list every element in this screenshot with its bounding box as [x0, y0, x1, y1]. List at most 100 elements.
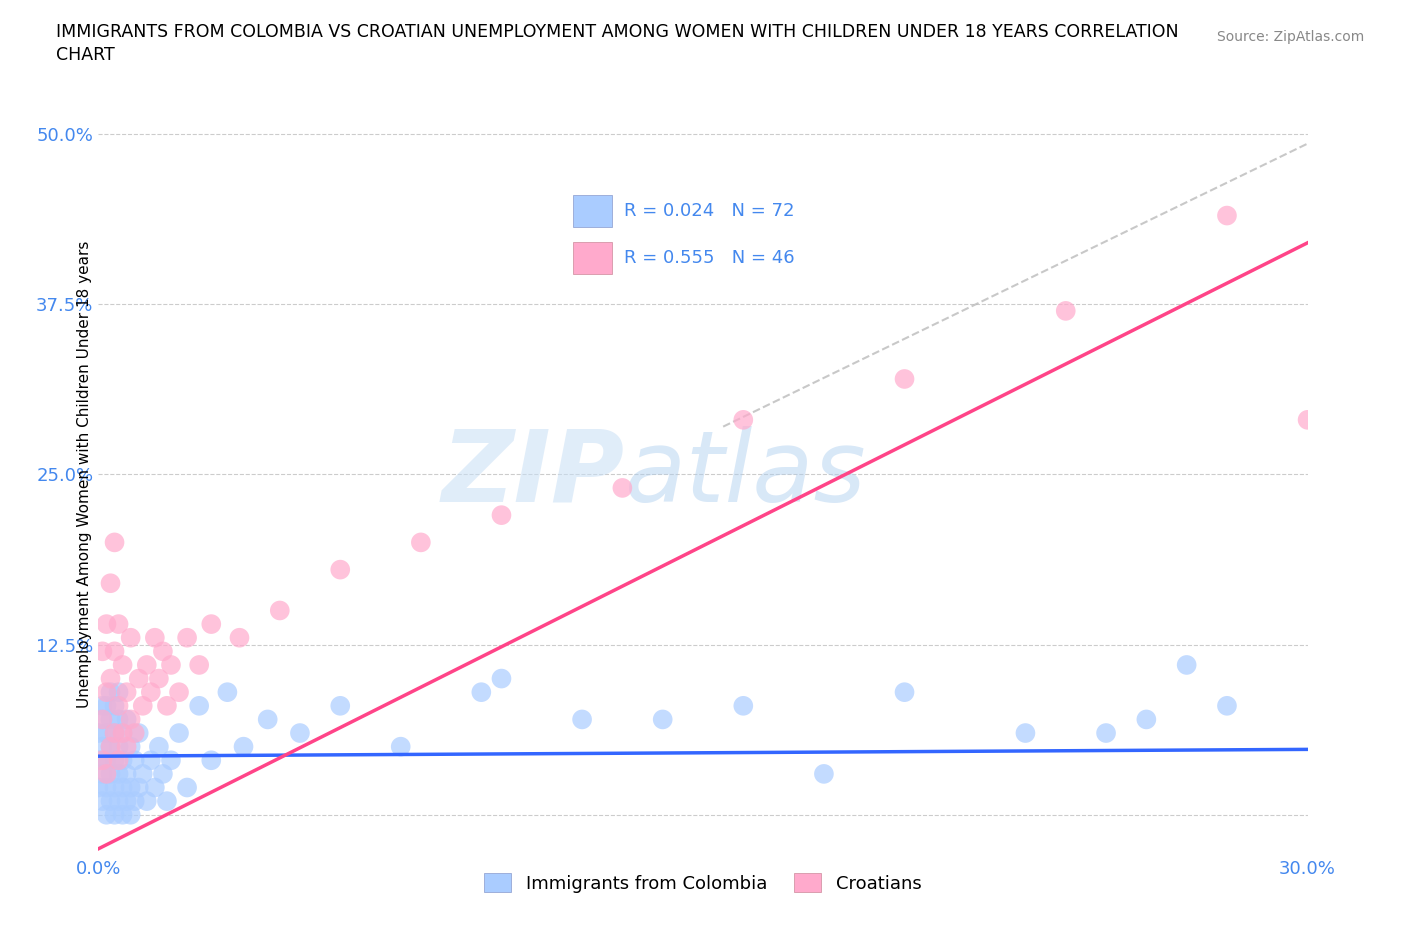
- Point: [256, 712, 278, 727]
- Point: [232, 739, 254, 754]
- Point: [107, 793, 129, 808]
- Point: [107, 766, 129, 781]
- Point: [103, 780, 125, 795]
- Point: [156, 793, 179, 808]
- Point: [100, 739, 122, 754]
- Point: [107, 712, 129, 727]
- Point: [91, 793, 114, 808]
- Point: [111, 658, 134, 672]
- Point: [135, 658, 157, 672]
- Text: IMMIGRANTS FROM COLOMBIA VS CROATIAN UNEMPLOYMENT AMONG WOMEN WITH CHILDREN UNDE: IMMIGRANTS FROM COLOMBIA VS CROATIAN UNE…: [56, 23, 1178, 41]
- Point: [124, 793, 146, 808]
- Text: CHART: CHART: [56, 46, 115, 64]
- Point: [200, 753, 222, 768]
- Point: [1095, 725, 1118, 740]
- Point: [409, 535, 432, 550]
- Point: [139, 753, 162, 768]
- Point: [96, 684, 118, 699]
- Point: [115, 766, 138, 781]
- Point: [91, 739, 114, 754]
- Point: [128, 671, 150, 686]
- Point: [120, 807, 142, 822]
- Point: [135, 793, 157, 808]
- Point: [91, 698, 114, 713]
- Point: [103, 644, 125, 658]
- Point: [100, 576, 122, 591]
- Point: [91, 766, 114, 781]
- Point: [91, 712, 114, 727]
- Point: [100, 793, 122, 808]
- Point: [167, 684, 190, 699]
- Point: [111, 780, 134, 795]
- Point: [651, 712, 673, 727]
- Point: [103, 807, 125, 822]
- Point: [87, 753, 110, 768]
- Point: [132, 698, 155, 713]
- Point: [893, 371, 915, 387]
- Point: [288, 725, 311, 740]
- Point: [470, 684, 492, 699]
- Point: [733, 412, 755, 427]
- Point: [96, 617, 118, 631]
- Point: [100, 684, 122, 699]
- Point: [733, 698, 755, 713]
- Point: [200, 617, 222, 631]
- Point: [152, 766, 174, 781]
- Text: ZIP: ZIP: [441, 426, 624, 523]
- Point: [120, 780, 142, 795]
- Point: [228, 631, 250, 645]
- Point: [100, 671, 122, 686]
- Point: [1296, 412, 1319, 427]
- Point: [188, 698, 211, 713]
- Point: [1175, 658, 1198, 672]
- Point: [96, 753, 118, 768]
- Point: [143, 631, 166, 645]
- Point: [152, 644, 174, 658]
- Point: [124, 753, 146, 768]
- Point: [96, 780, 118, 795]
- Point: [139, 684, 162, 699]
- Point: [893, 684, 915, 699]
- Point: [96, 766, 118, 781]
- Point: [188, 658, 211, 672]
- Point: [124, 725, 146, 740]
- Point: [107, 617, 129, 631]
- Legend: Immigrants from Colombia, Croatians: Immigrants from Colombia, Croatians: [477, 866, 929, 900]
- Point: [87, 780, 110, 795]
- Point: [176, 631, 198, 645]
- Point: [111, 725, 134, 740]
- Point: [96, 807, 118, 822]
- Point: [571, 712, 593, 727]
- Point: [329, 698, 352, 713]
- Text: Source: ZipAtlas.com: Source: ZipAtlas.com: [1216, 30, 1364, 44]
- Point: [87, 725, 110, 740]
- Text: atlas: atlas: [624, 426, 866, 523]
- Point: [132, 766, 155, 781]
- Point: [269, 603, 291, 618]
- Y-axis label: Unemployment Among Women with Children Under 18 years: Unemployment Among Women with Children U…: [77, 241, 91, 708]
- Point: [107, 753, 129, 768]
- Point: [1054, 303, 1077, 318]
- Point: [813, 766, 835, 781]
- Point: [107, 684, 129, 699]
- Point: [491, 671, 513, 686]
- Point: [167, 725, 190, 740]
- Point: [612, 481, 634, 496]
- Point: [91, 753, 114, 768]
- Point: [491, 508, 513, 523]
- Point: [96, 698, 118, 713]
- Point: [1014, 725, 1036, 740]
- Point: [115, 684, 138, 699]
- Point: [143, 780, 166, 795]
- Point: [128, 725, 150, 740]
- Point: [96, 725, 118, 740]
- Point: [115, 739, 138, 754]
- Point: [103, 725, 125, 740]
- Point: [103, 698, 125, 713]
- Point: [329, 562, 352, 577]
- Point: [148, 739, 170, 754]
- Point: [107, 698, 129, 713]
- Point: [91, 712, 114, 727]
- Point: [217, 684, 239, 699]
- Point: [91, 644, 114, 658]
